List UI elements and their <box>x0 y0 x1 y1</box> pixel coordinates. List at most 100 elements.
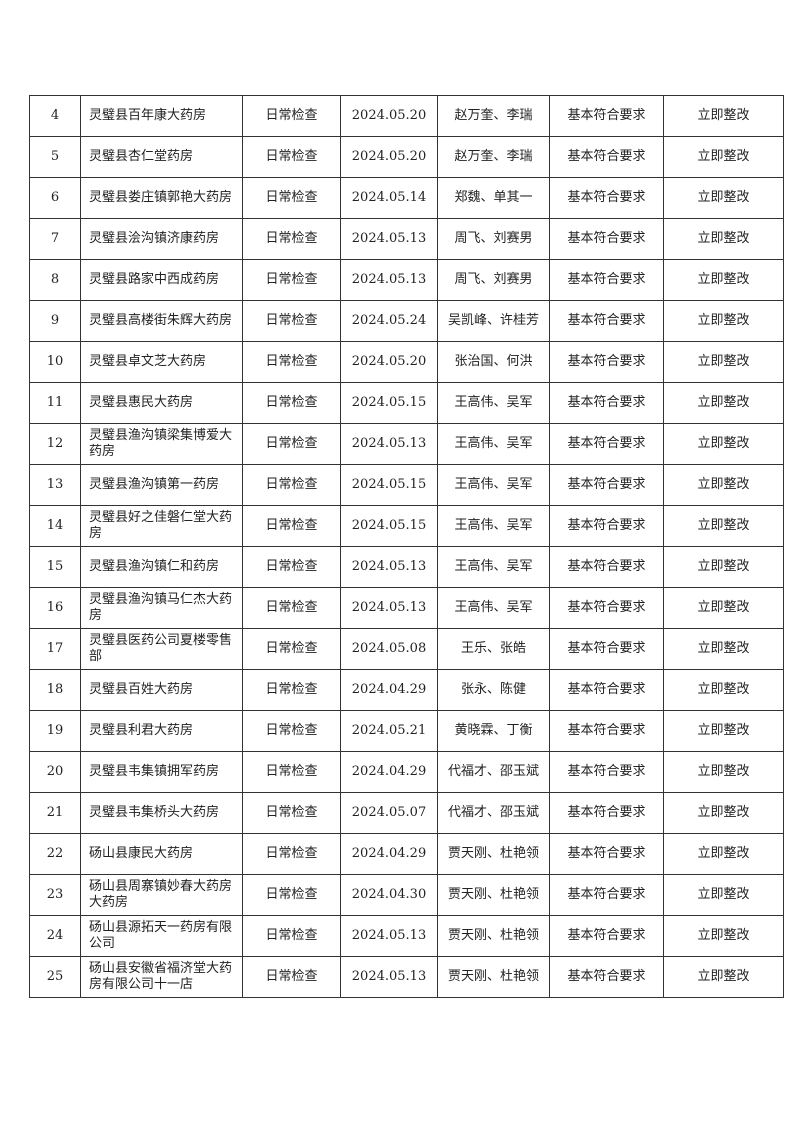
rectification-action-cell: 立即整改 <box>663 587 784 629</box>
inspection-date-cell: 2024.05.15 <box>340 505 438 547</box>
pharmacy-name-cell: 灵璧县娄庄镇郭艳大药房 <box>80 177 243 219</box>
inspection-type-cell: 日常检查 <box>242 587 341 629</box>
inspection-result-cell: 基本符合要求 <box>549 464 664 506</box>
inspectors-cell: 郑魏、单其一 <box>437 177 550 219</box>
inspection-result-cell: 基本符合要求 <box>549 136 664 178</box>
inspectors-cell: 贾天刚、杜艳领 <box>437 915 550 957</box>
row-number-cell: 4 <box>29 95 81 137</box>
inspection-type-cell: 日常检查 <box>242 669 341 711</box>
inspectors-cell: 赵万奎、李瑞 <box>437 136 550 178</box>
inspectors-cell: 贾天刚、杜艳领 <box>437 874 550 916</box>
rectification-action-cell: 立即整改 <box>663 177 784 219</box>
pharmacy-name-cell: 灵璧县好之佳磐仁堂大药房 <box>80 505 243 547</box>
inspection-result-cell: 基本符合要求 <box>549 259 664 301</box>
row-number-cell: 23 <box>29 874 81 916</box>
inspection-result-cell: 基本符合要求 <box>549 505 664 547</box>
inspectors-cell: 代福才、邵玉斌 <box>437 751 550 793</box>
table-row: 23 砀山县周寨镇妙春大药房大药房 日常检查 2024.04.30 贾天刚、杜艳领 基本符… <box>29 874 784 916</box>
rectification-action-cell: 立即整改 <box>663 341 784 383</box>
row-number-cell: 17 <box>29 628 81 670</box>
inspection-type-cell: 日常检查 <box>242 95 341 137</box>
rectification-action-cell: 立即整改 <box>663 95 784 137</box>
inspection-type-cell: 日常检查 <box>242 751 341 793</box>
inspectors-cell: 王高伟、吴军 <box>437 587 550 629</box>
inspection-date-cell: 2024.05.13 <box>340 218 438 260</box>
inspection-type-cell: 日常检查 <box>242 833 341 875</box>
inspection-type-cell: 日常检查 <box>242 300 341 342</box>
inspection-type-cell: 日常检查 <box>242 259 341 301</box>
table-row: 6 灵璧县娄庄镇郭艳大药房 日常检查 2024.05.14 郑魏、单其一 基本符合要求 立即… <box>29 177 784 219</box>
rectification-action-cell: 立即整改 <box>663 136 784 178</box>
table-row: 13 灵璧县渔沟镇第一药房 日常检查 2024.05.15 王高伟、吴军 基本符合要求 立即… <box>29 464 784 506</box>
inspection-date-cell: 2024.05.24 <box>340 300 438 342</box>
inspection-result-cell: 基本符合要求 <box>549 669 664 711</box>
rectification-action-cell: 立即整改 <box>663 218 784 260</box>
rectification-action-cell: 立即整改 <box>663 546 784 588</box>
row-number-cell: 16 <box>29 587 81 629</box>
inspectors-cell: 赵万奎、李瑞 <box>437 95 550 137</box>
inspection-type-cell: 日常检查 <box>242 464 341 506</box>
inspection-date-cell: 2024.04.30 <box>340 874 438 916</box>
rectification-action-cell: 立即整改 <box>663 259 784 301</box>
pharmacy-name-cell: 砀山县安徽省福济堂大药房有限公司十一店 <box>80 956 243 998</box>
inspection-result-cell: 基本符合要求 <box>549 95 664 137</box>
inspection-type-cell: 日常检查 <box>242 505 341 547</box>
inspection-type-cell: 日常检查 <box>242 341 341 383</box>
pharmacy-name-cell: 灵璧县渔沟镇梁集博爱大药房 <box>80 423 243 465</box>
rectification-action-cell: 立即整改 <box>663 300 784 342</box>
rectification-action-cell: 立即整改 <box>663 669 784 711</box>
pharmacy-name-cell: 灵璧县利君大药房 <box>80 710 243 752</box>
inspection-date-cell: 2024.05.13 <box>340 587 438 629</box>
inspectors-cell: 代福才、邵玉斌 <box>437 792 550 834</box>
inspection-result-cell: 基本符合要求 <box>549 341 664 383</box>
table-row: 16 灵璧县渔沟镇马仁杰大药房 日常检查 2024.05.13 王高伟、吴军 基本符合要求… <box>29 587 784 629</box>
inspectors-cell: 王高伟、吴军 <box>437 382 550 424</box>
inspection-date-cell: 2024.05.15 <box>340 382 438 424</box>
pharmacy-name-cell: 灵璧县渔沟镇仁和药房 <box>80 546 243 588</box>
inspection-type-cell: 日常检查 <box>242 177 341 219</box>
inspectors-cell: 王乐、张皓 <box>437 628 550 670</box>
table-row: 5 灵璧县杏仁堂药房 日常检查 2024.05.20 赵万奎、李瑞 基本符合要求 立即整改 <box>29 136 784 178</box>
inspection-result-cell: 基本符合要求 <box>549 382 664 424</box>
row-number-cell: 10 <box>29 341 81 383</box>
inspection-result-cell: 基本符合要求 <box>549 546 664 588</box>
inspection-type-cell: 日常检查 <box>242 218 341 260</box>
inspection-result-cell: 基本符合要求 <box>549 956 664 998</box>
table-row: 10 灵璧县卓文芝大药房 日常检查 2024.05.20 张治国、何洪 基本符合要求 立即整… <box>29 341 784 383</box>
rectification-action-cell: 立即整改 <box>663 874 784 916</box>
row-number-cell: 6 <box>29 177 81 219</box>
row-number-cell: 22 <box>29 833 81 875</box>
table-row: 17 灵璧县医药公司夏楼零售部 日常检查 2024.05.08 王乐、张皓 基本符合要求立… <box>29 628 784 670</box>
inspection-result-cell: 基本符合要求 <box>549 833 664 875</box>
inspection-result-cell: 基本符合要求 <box>549 587 664 629</box>
inspection-result-cell: 基本符合要求 <box>549 423 664 465</box>
inspection-result-cell: 基本符合要求 <box>549 628 664 670</box>
inspection-date-cell: 2024.05.08 <box>340 628 438 670</box>
table-row: 12 灵璧县渔沟镇梁集博爱大药房 日常检查 2024.05.13 王高伟、吴军 基本符合要… <box>29 423 784 465</box>
table-row: 19 灵璧县利君大药房 日常检查 2024.05.21 黄晓霖、丁衡 基本符合要求 立即整改 <box>29 710 784 752</box>
inspectors-cell: 周飞、刘赛男 <box>437 218 550 260</box>
inspection-result-cell: 基本符合要求 <box>549 751 664 793</box>
row-number-cell: 14 <box>29 505 81 547</box>
table-row: 18 灵璧县百姓大药房 日常检查 2024.04.29 张永、陈健 基本符合要求 立即整改 <box>29 669 784 711</box>
row-number-cell: 21 <box>29 792 81 834</box>
inspection-date-cell: 2024.05.14 <box>340 177 438 219</box>
inspection-type-cell: 日常检查 <box>242 382 341 424</box>
pharmacy-name-cell: 砀山县源拓天一药房有限公司 <box>80 915 243 957</box>
inspection-type-cell: 日常检查 <box>242 628 341 670</box>
row-number-cell: 9 <box>29 300 81 342</box>
rectification-action-cell: 立即整改 <box>663 833 784 875</box>
pharmacy-name-cell: 灵璧县渔沟镇马仁杰大药房 <box>80 587 243 629</box>
inspection-result-cell: 基本符合要求 <box>549 710 664 752</box>
table-row: 4 灵璧县百年康大药房 日常检查 2024.05.20 赵万奎、李瑞 基本符合要求 立即整改 <box>29 95 784 137</box>
rectification-action-cell: 立即整改 <box>663 382 784 424</box>
inspection-date-cell: 2024.05.13 <box>340 956 438 998</box>
inspection-result-cell: 基本符合要求 <box>549 874 664 916</box>
inspection-date-cell: 2024.05.13 <box>340 915 438 957</box>
pharmacy-name-cell: 灵璧县韦集桥头大药房 <box>80 792 243 834</box>
pharmacy-name-cell: 灵璧县路家中西成药房 <box>80 259 243 301</box>
inspection-table: 4 灵璧县百年康大药房 日常检查 2024.05.20 赵万奎、李瑞 基本符合要求 立即整改… <box>29 95 784 998</box>
table-row: 9 灵璧县高楼街朱辉大药房 日常检查 2024.05.24 吴凯峰、许桂芳 基本符合要求立… <box>29 300 784 342</box>
rectification-action-cell: 立即整改 <box>663 956 784 998</box>
inspection-date-cell: 2024.05.21 <box>340 710 438 752</box>
